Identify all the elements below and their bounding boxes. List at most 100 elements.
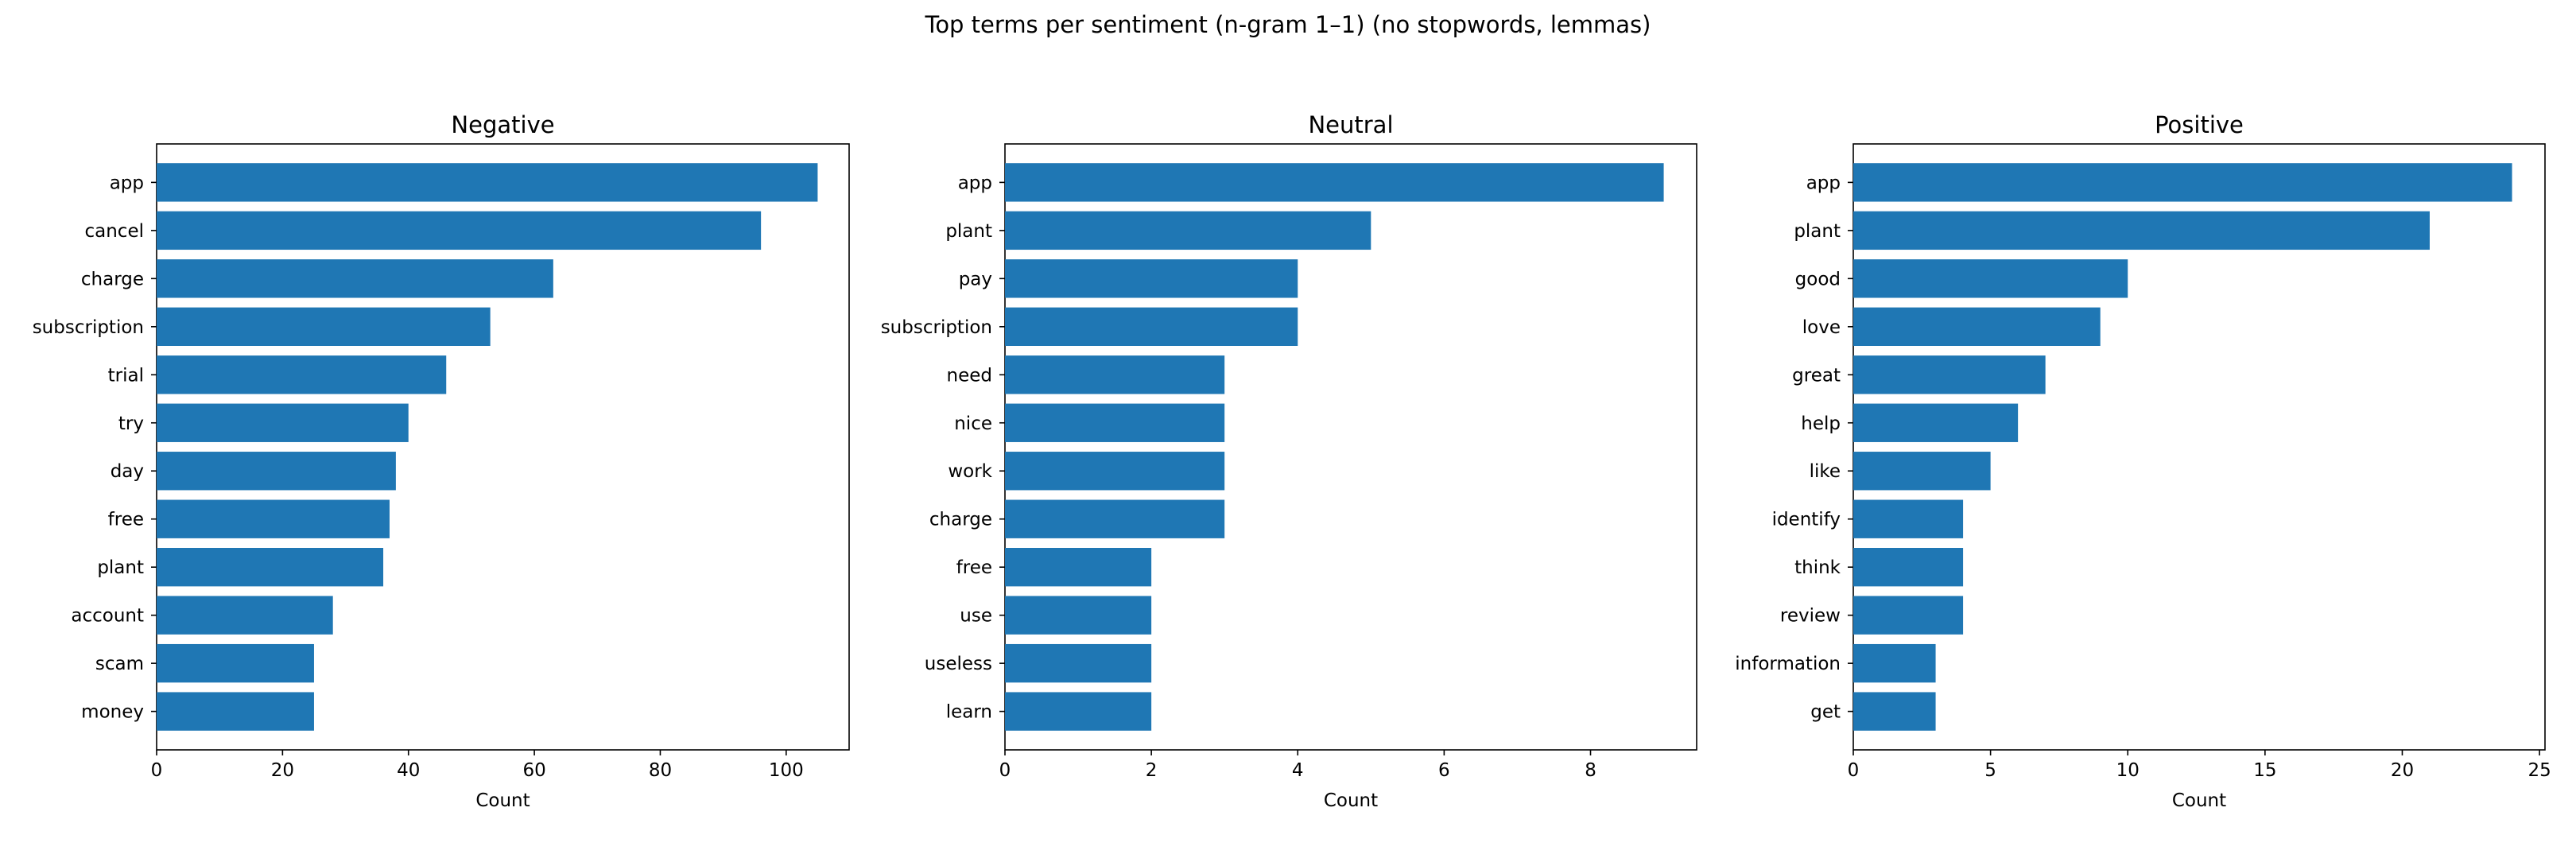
category-label-2-0: app xyxy=(1806,173,1841,193)
category-label-0-4: trial xyxy=(108,365,144,386)
bar-0-6 xyxy=(157,452,396,491)
bar-1-6 xyxy=(1005,452,1225,491)
xtick-label-2-4: 20 xyxy=(2391,760,2414,781)
bar-1-0 xyxy=(1005,163,1664,202)
xtick-label-0-4: 80 xyxy=(649,760,672,781)
bar-2-8 xyxy=(1853,548,1964,587)
bar-0-4 xyxy=(157,355,447,394)
category-label-0-5: try xyxy=(118,414,144,434)
bar-0-9 xyxy=(157,596,333,635)
bar-2-3 xyxy=(1853,307,2101,346)
bar-2-2 xyxy=(1853,259,2128,298)
xtick-label-0-2: 40 xyxy=(397,760,420,781)
xtick-label-1-3: 6 xyxy=(1438,760,1450,781)
xtick-label-1-1: 2 xyxy=(1146,760,1158,781)
panel-title-0: Negative xyxy=(451,111,554,138)
bar-1-7 xyxy=(1005,499,1225,538)
category-label-1-6: work xyxy=(948,461,992,482)
bar-0-10 xyxy=(157,643,314,683)
bar-2-5 xyxy=(1853,403,2019,442)
bar-2-1 xyxy=(1853,211,2430,250)
bar-1-10 xyxy=(1005,643,1152,683)
x-axis-label-2: Count xyxy=(2172,790,2226,811)
xtick-label-1-2: 4 xyxy=(1292,760,1304,781)
category-label-1-0: app xyxy=(958,173,992,193)
bar-1-8 xyxy=(1005,548,1152,587)
category-label-2-2: good xyxy=(1795,269,1841,289)
panel-title-2: Positive xyxy=(2155,111,2244,138)
bar-0-2 xyxy=(157,259,553,298)
category-label-0-3: subscription xyxy=(33,317,144,338)
category-label-1-9: use xyxy=(960,606,992,627)
category-label-1-3: subscription xyxy=(881,317,992,338)
category-label-2-5: help xyxy=(1801,414,1841,434)
category-label-2-11: get xyxy=(1810,702,1841,723)
bar-1-3 xyxy=(1005,307,1298,346)
xtick-label-0-3: 60 xyxy=(522,760,545,781)
bar-2-9 xyxy=(1853,596,1964,635)
category-label-0-7: free xyxy=(108,510,144,530)
figure-title: Top terms per sentiment (n-gram 1–1) (no… xyxy=(925,11,1651,38)
category-label-2-9: review xyxy=(1780,606,1841,627)
xtick-label-2-1: 5 xyxy=(1984,760,1996,781)
bar-1-4 xyxy=(1005,355,1225,394)
category-label-2-8: think xyxy=(1794,557,1841,578)
category-label-2-1: plant xyxy=(1794,221,1841,242)
bar-0-1 xyxy=(157,211,762,250)
bar-0-8 xyxy=(157,548,384,587)
xtick-label-0-5: 100 xyxy=(769,760,804,781)
category-label-1-10: useless xyxy=(925,654,992,674)
xtick-label-2-3: 15 xyxy=(2253,760,2276,781)
bar-0-7 xyxy=(157,499,390,538)
bar-0-3 xyxy=(157,307,491,346)
x-axis-label-1: Count xyxy=(1324,790,1378,811)
xtick-label-2-5: 25 xyxy=(2528,760,2551,781)
category-label-1-5: nice xyxy=(954,414,992,434)
category-label-1-1: plant xyxy=(945,221,992,242)
bar-2-6 xyxy=(1853,452,1991,491)
category-label-2-3: love xyxy=(1802,317,1841,338)
category-label-2-4: great xyxy=(1792,365,1841,386)
category-label-0-0: app xyxy=(110,173,144,193)
category-label-0-6: day xyxy=(111,461,144,482)
category-label-0-8: plant xyxy=(97,557,144,578)
xtick-label-0-0: 0 xyxy=(151,760,163,781)
bar-1-9 xyxy=(1005,596,1152,635)
bar-0-11 xyxy=(157,692,314,731)
panel-title-1: Neutral xyxy=(1308,111,1393,138)
xtick-label-2-2: 10 xyxy=(2116,760,2140,781)
bar-2-0 xyxy=(1853,163,2512,202)
bar-2-11 xyxy=(1853,692,1936,731)
xtick-label-2-0: 0 xyxy=(1848,760,1860,781)
category-label-1-2: pay xyxy=(959,269,992,289)
category-label-0-11: money xyxy=(81,702,144,723)
category-label-1-11: learn xyxy=(946,702,992,723)
category-label-1-7: charge xyxy=(929,510,992,530)
category-label-0-10: scam xyxy=(95,654,144,674)
bar-1-1 xyxy=(1005,211,1371,250)
category-label-2-6: like xyxy=(1810,461,1841,482)
x-axis-label-0: Count xyxy=(475,790,530,811)
bar-0-5 xyxy=(157,403,409,442)
category-label-2-10: information xyxy=(1735,654,1841,674)
category-label-0-9: account xyxy=(71,606,144,627)
xtick-label-0-1: 20 xyxy=(271,760,294,781)
bar-1-11 xyxy=(1005,692,1152,731)
plot-frame-0 xyxy=(156,143,850,751)
xtick-label-1-0: 0 xyxy=(999,760,1011,781)
category-label-0-2: charge xyxy=(81,269,144,289)
bar-0-0 xyxy=(157,163,818,202)
bar-2-10 xyxy=(1853,643,1936,683)
category-label-1-4: need xyxy=(947,365,992,386)
plot-frame-2 xyxy=(1852,143,2546,751)
bar-1-5 xyxy=(1005,403,1225,442)
bar-2-7 xyxy=(1853,499,1964,538)
plot-frame-1 xyxy=(1004,143,1697,751)
xtick-label-1-4: 8 xyxy=(1585,760,1596,781)
category-label-0-1: cancel xyxy=(84,221,144,242)
bar-2-4 xyxy=(1853,355,2046,394)
bar-1-2 xyxy=(1005,259,1298,298)
category-label-2-7: identify xyxy=(1772,510,1841,530)
